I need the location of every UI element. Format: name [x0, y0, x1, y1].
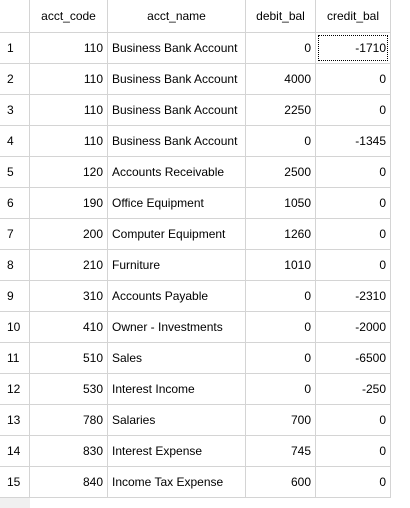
cell-acct-code[interactable]: 530 — [30, 374, 108, 404]
cell-acct-code[interactable]: 210 — [30, 250, 108, 280]
table-row[interactable]: 7 200 Computer Equipment 1260 0 — [0, 219, 390, 250]
cell-acct-code[interactable]: 200 — [30, 219, 108, 249]
row-number[interactable]: 14 — [0, 436, 30, 466]
row-header-footer — [0, 498, 30, 508]
row-number[interactable]: 13 — [0, 405, 30, 435]
cell-debit-bal[interactable]: 2500 — [246, 157, 316, 187]
cell-credit-bal[interactable]: -250 — [361, 382, 386, 396]
table-row[interactable]: 12 530 Interest Income 0 -250 — [0, 374, 390, 405]
cell-acct-name[interactable]: Business Bank Account — [108, 64, 246, 94]
cell-credit-bal[interactable]: -2000 — [355, 320, 386, 334]
cell-debit-bal[interactable]: 1260 — [246, 219, 316, 249]
cell-debit-bal[interactable]: 700 — [246, 405, 316, 435]
cell-acct-code[interactable]: 780 — [30, 405, 108, 435]
cell-debit-bal[interactable]: 1010 — [246, 250, 316, 280]
table-row[interactable]: 11 510 Sales 0 -6500 — [0, 343, 390, 374]
cell-acct-name[interactable]: Owner - Investments — [108, 312, 246, 342]
cell-credit-bal[interactable]: -2310 — [355, 289, 386, 303]
cell-acct-name[interactable]: Salaries — [108, 405, 246, 435]
cell-debit-bal[interactable]: 1050 — [246, 188, 316, 218]
cell-debit-bal[interactable]: 0 — [246, 312, 316, 342]
cell-acct-code[interactable]: 110 — [30, 95, 108, 125]
row-number[interactable]: 11 — [0, 343, 30, 373]
cell-debit-bal[interactable]: 0 — [246, 343, 316, 373]
cell-acct-code[interactable]: 510 — [30, 343, 108, 373]
cell-acct-name[interactable]: Interest Income — [108, 374, 246, 404]
cell-debit-bal[interactable]: 2250 — [246, 95, 316, 125]
cell-acct-name[interactable]: Accounts Receivable — [108, 157, 246, 187]
cell-acct-name[interactable]: Income Tax Expense — [108, 467, 246, 497]
cell-credit-bal[interactable]: 0 — [379, 165, 386, 179]
cell-acct-code[interactable]: 840 — [30, 467, 108, 497]
cell-acct-code[interactable]: 120 — [30, 157, 108, 187]
cell-debit-bal[interactable]: 600 — [246, 467, 316, 497]
table-row[interactable]: 14 830 Interest Expense 745 0 — [0, 436, 390, 467]
table-row[interactable]: 3 110 Business Bank Account 2250 0 — [0, 95, 390, 126]
column-header-debit-bal[interactable]: debit_bal — [246, 0, 316, 32]
cell-debit-bal[interactable]: 0 — [246, 126, 316, 156]
table-row[interactable]: 6 190 Office Equipment 1050 0 — [0, 188, 390, 219]
cell-credit-bal[interactable]: 0 — [379, 475, 386, 489]
cell-credit-bal-selected[interactable]: -1710 — [316, 33, 390, 63]
cell-acct-name[interactable]: Sales — [108, 343, 246, 373]
cell-acct-name[interactable]: Furniture — [108, 250, 246, 280]
cell-debit-bal[interactable]: 745 — [246, 436, 316, 466]
table-row[interactable]: 15 840 Income Tax Expense 600 0 — [0, 467, 390, 498]
cell-acct-name[interactable]: Business Bank Account — [108, 33, 246, 63]
row-number[interactable]: 3 — [0, 95, 30, 125]
results-grid[interactable]: acct_code acct_name debit_bal credit_bal… — [0, 0, 391, 498]
cell-debit-bal[interactable]: 0 — [246, 374, 316, 404]
cell-acct-name[interactable]: Office Equipment — [108, 188, 246, 218]
row-number[interactable]: 6 — [0, 188, 30, 218]
cell-acct-code[interactable]: 110 — [30, 64, 108, 94]
cell-debit-bal[interactable]: 0 — [246, 33, 316, 63]
cell-acct-name[interactable]: Business Bank Account — [108, 95, 246, 125]
cell-acct-code[interactable]: 110 — [30, 126, 108, 156]
row-number[interactable]: 9 — [0, 281, 30, 311]
cell-acct-code[interactable]: 110 — [30, 33, 108, 63]
cell-acct-name[interactable]: Interest Expense — [108, 436, 246, 466]
cell-acct-code[interactable]: 830 — [30, 436, 108, 466]
row-number[interactable]: 2 — [0, 64, 30, 94]
cell-credit-bal[interactable]: 0 — [379, 444, 386, 458]
table-row[interactable]: 8 210 Furniture 1010 0 — [0, 250, 390, 281]
row-number[interactable]: 1 — [0, 33, 30, 63]
table-row[interactable]: 10 410 Owner - Investments 0 -2000 — [0, 312, 390, 343]
cell-credit-bal[interactable]: 0 — [379, 103, 386, 117]
cell-acct-code[interactable]: 190 — [30, 188, 108, 218]
cell-credit-bal[interactable]: 0 — [379, 227, 386, 241]
grid-body: 1 110 Business Bank Account 0 -1710 2 110 Busin… — [0, 33, 390, 498]
cell-credit-bal[interactable]: 0 — [379, 72, 386, 86]
table-row[interactable]: 13 780 Salaries 700 0 — [0, 405, 390, 436]
cell-acct-code[interactable]: 310 — [30, 281, 108, 311]
cell-debit-bal[interactable]: 4000 — [246, 64, 316, 94]
cell-debit-bal[interactable]: 0 — [246, 281, 316, 311]
table-row[interactable]: 1 110 Business Bank Account 0 -1710 — [0, 33, 390, 64]
cell-acct-name[interactable]: Accounts Payable — [108, 281, 246, 311]
row-number[interactable]: 7 — [0, 219, 30, 249]
table-row[interactable]: 9 310 Accounts Payable 0 -2310 — [0, 281, 390, 312]
column-header-acct-name[interactable]: acct_name — [108, 0, 246, 32]
row-number-header[interactable] — [0, 0, 30, 32]
column-header-credit-bal[interactable]: credit_bal — [326, 9, 380, 23]
table-row[interactable]: 4 110 Business Bank Account 0 -1345 — [0, 126, 390, 157]
cell-credit-bal[interactable]: 0 — [379, 413, 386, 427]
row-number[interactable]: 4 — [0, 126, 30, 156]
row-number[interactable]: 5 — [0, 157, 30, 187]
cell-credit-bal[interactable]: 0 — [379, 196, 386, 210]
row-number[interactable]: 10 — [0, 312, 30, 342]
row-number[interactable]: 8 — [0, 250, 30, 280]
cell-acct-name[interactable]: Computer Equipment — [108, 219, 246, 249]
row-number[interactable]: 15 — [0, 467, 30, 497]
cell-acct-code[interactable]: 410 — [30, 312, 108, 342]
column-header-acct-code[interactable]: acct_code — [30, 0, 108, 32]
cell-credit-bal[interactable]: -6500 — [355, 351, 386, 365]
table-row[interactable]: 2 110 Business Bank Account 4000 0 — [0, 64, 390, 95]
table-row[interactable]: 5 120 Accounts Receivable 2500 0 — [0, 157, 390, 188]
header-row: acct_code acct_name debit_bal credit_bal — [0, 0, 390, 33]
cell-credit-bal[interactable]: 0 — [379, 258, 386, 272]
cell-acct-name[interactable]: Business Bank Account — [108, 126, 246, 156]
cell-credit-bal[interactable]: -1345 — [355, 134, 386, 148]
row-number[interactable]: 12 — [0, 374, 30, 404]
